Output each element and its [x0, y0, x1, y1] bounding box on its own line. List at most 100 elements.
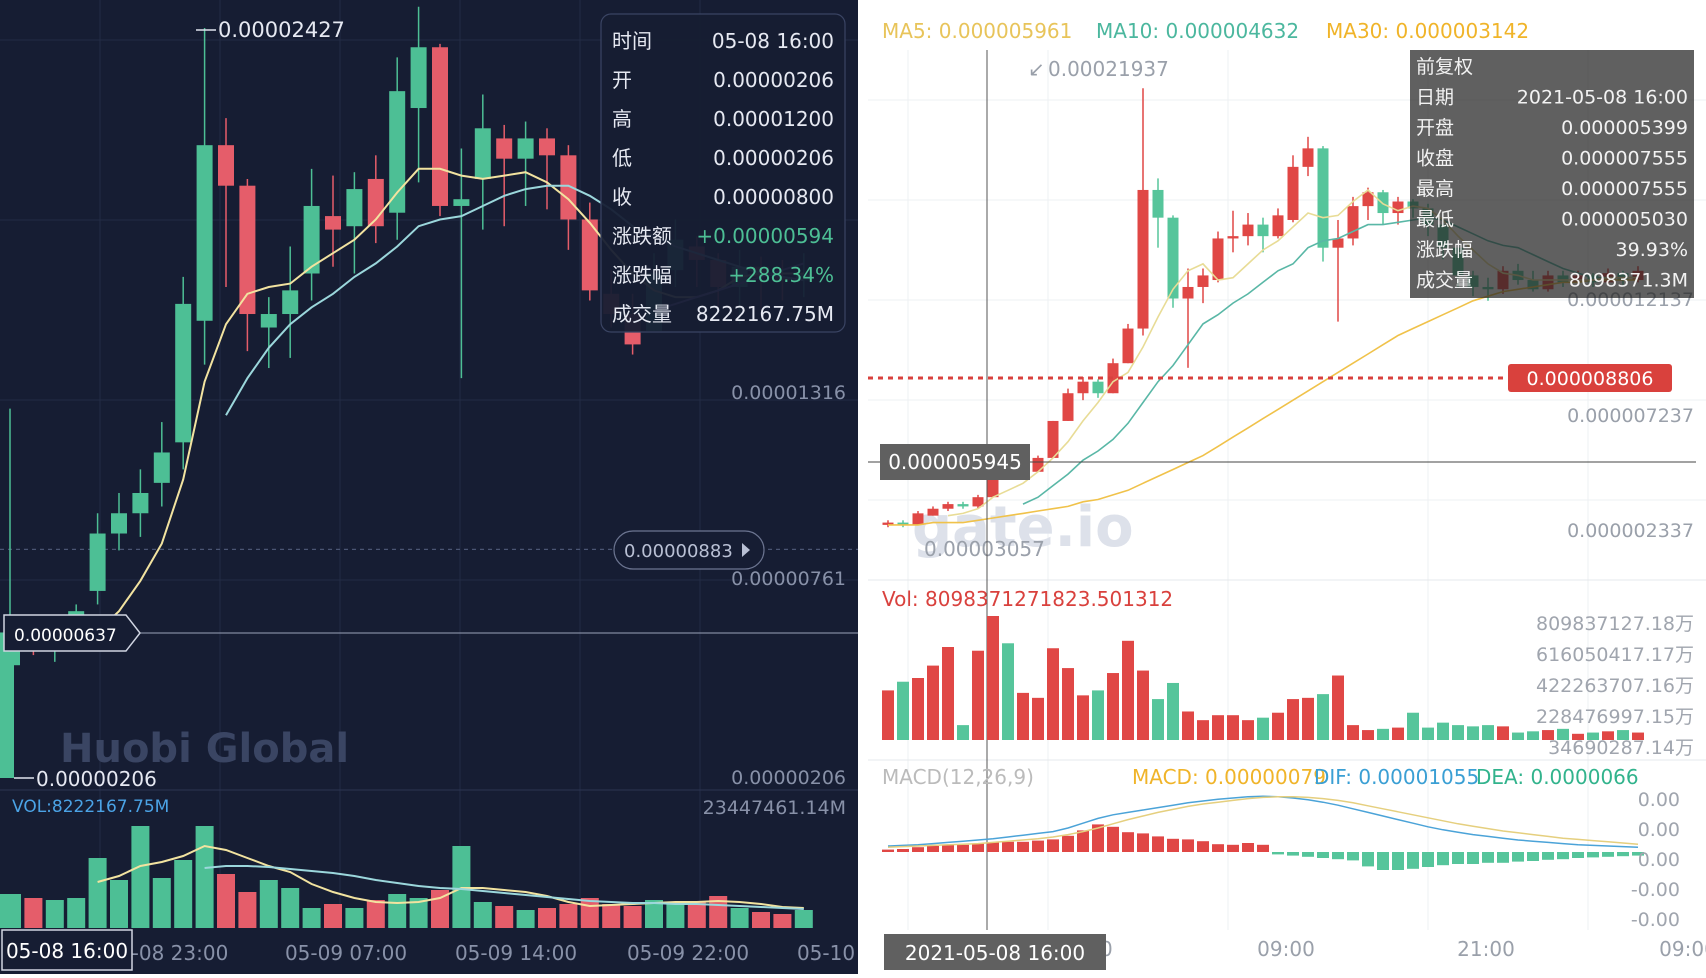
- candle-body: [912, 513, 924, 525]
- volume-bar: [1122, 640, 1134, 740]
- volume-bar: [1482, 725, 1494, 740]
- price-axis-label: 0.000002337: [1567, 520, 1694, 542]
- ma-legend-item: MA30: 0.000003142: [1326, 19, 1529, 43]
- time-axis-label: 09:00: [1257, 937, 1315, 961]
- candle-body: [1122, 328, 1134, 364]
- volume-bar: [1332, 675, 1344, 740]
- ohlc-tooltip: 时间 05-08 16:00 开 0.00000206 高 0.00001200 低 0.00…: [600, 13, 846, 333]
- macd-bar: [1302, 852, 1314, 857]
- tooltip-label: 开: [612, 68, 632, 92]
- volume-bar: [1557, 728, 1569, 740]
- macd-bar: [1482, 852, 1494, 863]
- macd-bar: [1587, 852, 1599, 858]
- volume-bar: [1032, 697, 1044, 740]
- volume-bar: [1617, 730, 1629, 740]
- high-price-marker: 0.00002427: [218, 18, 345, 42]
- volume-bar: [131, 826, 150, 928]
- volume-axis-label: 616050417.17万: [1536, 644, 1694, 666]
- volume-bar: [152, 878, 171, 928]
- macd-bar: [897, 849, 909, 852]
- candle-body: [1167, 217, 1179, 299]
- tooltip-label: 低: [612, 146, 632, 170]
- candle-body: [1182, 286, 1194, 299]
- candle-body: [389, 91, 406, 213]
- volume-bar: [942, 647, 954, 740]
- volume-bar: [687, 902, 706, 928]
- macd-bar: [1407, 852, 1419, 869]
- candle-body: [325, 216, 341, 230]
- volume-bar: [217, 874, 235, 928]
- candle-body: [1242, 224, 1254, 237]
- candle-body: [957, 504, 969, 507]
- huobi-chart-panel[interactable]: Huobi Global 0.00002427 0.00000206 0.000006…: [0, 0, 858, 974]
- volume-bar: [1077, 695, 1089, 740]
- macd-bar: [972, 843, 984, 852]
- volume-bar: [1347, 725, 1359, 740]
- tooltip-value: 0.000007555: [1561, 148, 1688, 170]
- tooltip-label: 日期: [1416, 87, 1454, 109]
- volume-bar: [1107, 673, 1119, 740]
- tooltip-value: 05-08 16:00: [712, 29, 834, 53]
- volume-bar: [1587, 732, 1599, 740]
- last-price-label: 0.00000883: [624, 541, 733, 562]
- tooltip-value: 0.000005399: [1561, 117, 1688, 139]
- volume-bar: [773, 914, 792, 928]
- tooltip-label: 收盘: [1416, 148, 1454, 170]
- tooltip-bg: [600, 13, 846, 333]
- gate-chart-panel[interactable]: MA5: 0.000005961 MA10: 0.000004632 MA30: 0…: [868, 0, 1706, 974]
- tooltip-label: 最低: [1416, 209, 1454, 231]
- time-axis-label: 05-09 07:00: [285, 941, 407, 965]
- macd-bar: [1167, 838, 1179, 852]
- candle-body: [882, 522, 894, 525]
- tooltip-label: 涨跌额: [612, 224, 672, 248]
- ma-legend-item: MA10: 0.000004632: [1096, 19, 1299, 43]
- tooltip-label: 涨跌幅: [1416, 239, 1473, 261]
- macd-bar: [1497, 852, 1509, 863]
- candle-body: [1302, 148, 1314, 167]
- volume-bar: [1227, 715, 1239, 740]
- macd-bar: [1092, 824, 1104, 852]
- volume-bar: [1467, 726, 1479, 740]
- macd-bar: [912, 847, 924, 852]
- volume-bar: [473, 902, 492, 928]
- time-axis-label: -08 23:00: [132, 941, 229, 965]
- volume-bar: [174, 860, 193, 928]
- tooltip-value: 39.93%: [1616, 239, 1688, 261]
- candle-body: [410, 47, 427, 109]
- volume-bar: [1242, 720, 1254, 740]
- volume-bar: [281, 888, 300, 928]
- volume-bar: [1167, 682, 1179, 740]
- crosshair-price-badge: [880, 444, 1030, 480]
- tooltip-label: 时间: [612, 29, 652, 53]
- huobi-kline-chart[interactable]: Huobi Global 0.00002427 0.00000206 0.000006…: [0, 0, 858, 974]
- volume-bar: [559, 904, 578, 928]
- tooltip-label: 收: [612, 185, 632, 209]
- macd-axis-label: -0.00: [1631, 909, 1680, 931]
- volume-ma-yellow: [97, 844, 804, 909]
- macd-bar: [1197, 841, 1209, 852]
- gate-kline-chart[interactable]: MA5: 0.000005961 MA10: 0.000004632 MA30: 0…: [868, 0, 1706, 974]
- tooltip-value: 8222167.75M: [696, 302, 834, 326]
- watermark-huobi: Huobi Global: [60, 726, 349, 772]
- tooltip-value: 2021-05-08 16:00: [1517, 87, 1688, 109]
- candle-body: [111, 513, 127, 534]
- current-price-label: 0.000008806: [1527, 368, 1654, 390]
- dif-line: [887, 795, 1639, 848]
- macd-bar: [1077, 830, 1089, 852]
- tooltip-label: 最高: [1416, 178, 1454, 200]
- macd-bar: [1107, 826, 1119, 852]
- volume-bar: [1047, 648, 1059, 740]
- time-axis-bg: [0, 930, 858, 974]
- volume-bar: [1152, 699, 1164, 740]
- macd-bar: [1002, 841, 1014, 852]
- volume-bar-partial: [0, 894, 14, 928]
- volume-ma-cyan: [204, 865, 804, 910]
- candle-body: [132, 492, 149, 514]
- last-price-pill[interactable]: [613, 530, 765, 570]
- volume-bar: [516, 910, 535, 928]
- crosshair-price-label: 0.000005945: [888, 450, 1022, 474]
- volume-bar: [1017, 692, 1029, 740]
- tooltip-value: 0.00001200: [713, 107, 834, 131]
- candle-body: [581, 219, 598, 291]
